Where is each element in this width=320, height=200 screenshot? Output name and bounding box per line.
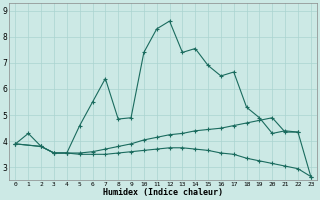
X-axis label: Humidex (Indice chaleur): Humidex (Indice chaleur) bbox=[103, 188, 223, 197]
